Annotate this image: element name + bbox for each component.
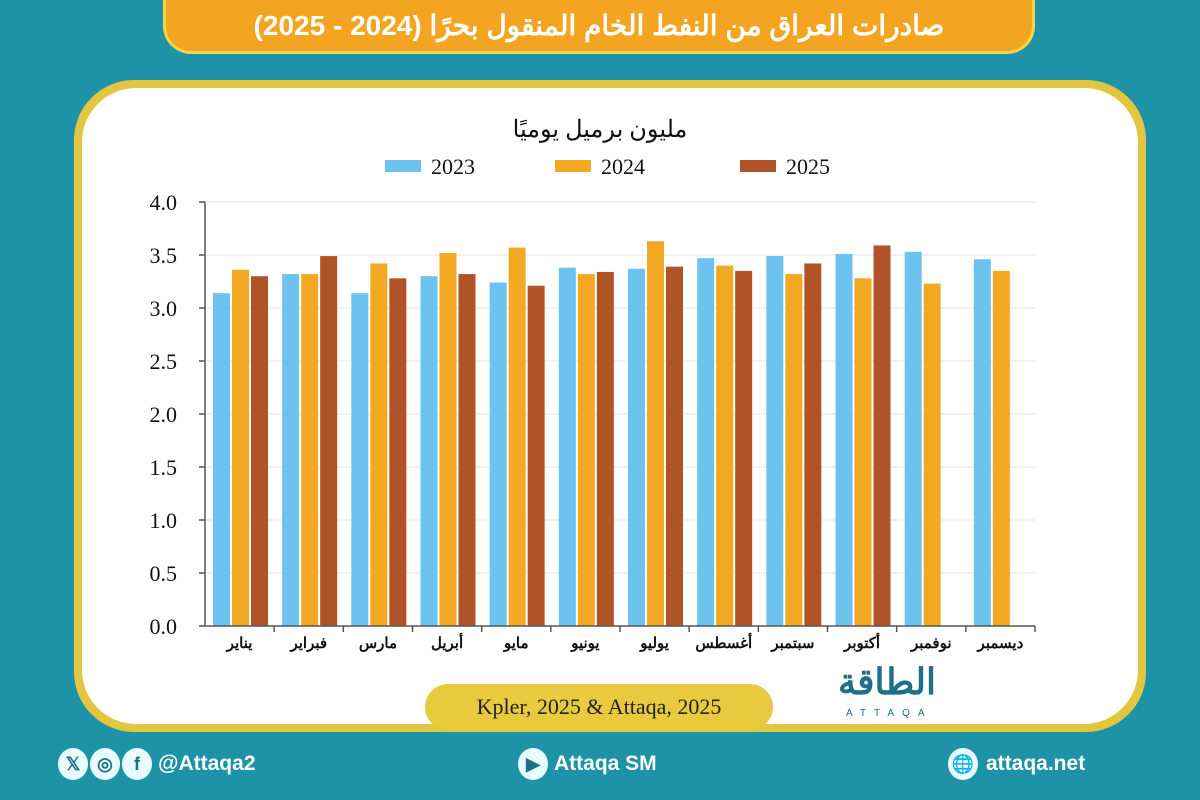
bar-2024-6 [577,274,595,626]
y-tick-label: 1.5 [150,455,178,480]
title-banner: صادرات العراق من النفط الخام المنقول بحر… [163,0,1035,54]
instagram-icon[interactable]: ◎ [90,748,120,780]
bar-2025-8 [735,270,753,626]
y-tick-label: 3.5 [150,243,178,268]
bar-2025-10 [873,245,891,626]
x-tick-label: أكتوبر [843,632,880,652]
logo: الطاقة [838,661,936,702]
bar-2023-6 [558,267,576,626]
website-link[interactable]: 🌐 attaqa.net [948,748,1085,780]
x-tick-label: يوليو [639,635,669,652]
x-tick-label: مايو [503,635,529,652]
page-title: صادرات العراق من النفط الخام المنقول بحر… [253,10,945,41]
logo-subtitle: ATTAQA [846,708,933,719]
x-tick-label: أغسطس [695,632,752,652]
facebook-icon[interactable]: f [122,748,152,780]
bar-2023-5 [489,282,507,626]
bar-2024-11 [923,283,941,626]
bar-2023-1 [213,293,230,626]
bar-2023-7 [628,268,645,626]
youtube-label: Attaqa SM [554,752,657,775]
bar-2024-2 [301,274,319,626]
source-label: Kpler, 2025 & Attaqa, 2025 [425,684,773,730]
y-tick-label: 4.0 [150,190,178,215]
bar-2023-11 [904,251,922,626]
y-tick-label: 0.0 [150,614,178,639]
y-tick-label: 2.5 [150,349,178,374]
bar-2023-2 [282,274,300,626]
bar-2024-12 [992,270,1010,626]
legend-label-2023: 2023 [431,154,475,179]
youtube-link[interactable]: ▶ Attaqa SM [518,748,657,780]
youtube-icon: ▶ [518,748,548,780]
legend-swatch-2025 [740,160,776,172]
bar-2025-3 [389,278,407,626]
bar-2025-4 [458,274,476,626]
legend-swatch-2024 [555,160,591,172]
bar-2024-7 [647,241,664,626]
x-tick-label: أبريل [431,632,463,652]
y-tick-label: 3.0 [150,296,178,321]
bar-2024-5 [508,247,526,626]
bar-2024-8 [716,265,734,626]
social-handle[interactable]: @Attaqa2 [158,752,256,775]
bar-2024-9 [785,274,803,626]
x-tick-label: نوفمبر [910,635,952,652]
x-tick-label: مارس [359,635,397,652]
x-tick-label: سبتمبر [770,635,814,652]
website-label: attaqa.net [986,752,1086,775]
bar-2023-3 [351,293,369,626]
bar-2024-1 [232,269,249,626]
bar-2025-1 [251,276,268,626]
y-axis-label: مليون برميل يوميًا [513,117,688,143]
social-links: 𝕏 ◎ f @Attaqa2 [58,748,256,780]
y-tick-label: 1.0 [150,508,178,533]
bar-2024-4 [439,252,457,626]
bar-2023-10 [835,253,853,626]
legend-label-2025: 2025 [786,154,830,179]
bar-2023-4 [420,276,438,626]
x-tick-label: ديسمبر [977,635,1024,652]
bar-2023-12 [973,259,991,626]
x-tick-label: يونيو [570,635,599,652]
y-tick-label: 2.0 [150,402,178,427]
bar-2025-6 [596,271,614,626]
legend-label-2024: 2024 [601,154,645,179]
bar-2025-2 [320,256,338,626]
legend-swatch-2023 [385,160,421,172]
y-tick-label: 0.5 [150,561,178,586]
bar-2025-5 [527,285,545,626]
bar-2024-10 [854,278,872,626]
x-tick-label: فبراير [289,635,327,652]
bar-2024-3 [370,263,388,626]
x-icon[interactable]: 𝕏 [58,748,88,780]
x-tick-label: يناير [226,635,253,652]
bar-2025-7 [666,266,683,626]
bar-2023-8 [697,258,715,626]
globe-icon: 🌐 [948,748,978,780]
bar-2025-9 [804,263,822,626]
bar-2023-9 [766,256,784,626]
